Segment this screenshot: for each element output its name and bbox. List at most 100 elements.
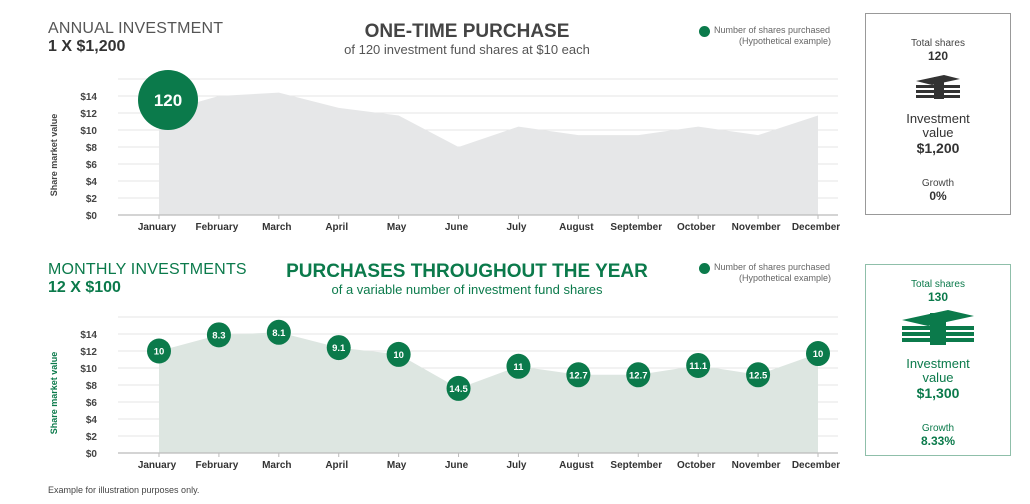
shares-marker-label: 12.7 [629, 370, 648, 381]
shares-marker [138, 70, 198, 130]
y-tick-label: $8 [86, 143, 98, 154]
investment-value-label-2: value [922, 370, 954, 385]
shares-marker [206, 322, 231, 348]
x-tick-label: August [559, 222, 594, 233]
investment-value: $1,200 [916, 140, 960, 156]
x-tick-label: October [677, 460, 715, 471]
shares-marker [147, 338, 171, 364]
x-tick-label: June [445, 222, 469, 233]
legend-label: Number of shares purchased [714, 25, 831, 35]
shares-marker [746, 362, 771, 388]
investment-value-label-1: Investment [906, 356, 970, 371]
top-section-heading: ANNUAL INVESTMENT 1 X $1,200 [48, 20, 223, 56]
shares-marker-label: 12.5 [749, 370, 768, 381]
x-tick-label: September [610, 222, 662, 233]
y-tick-label: $0 [86, 449, 98, 460]
bottom-section-title: MONTHLY INVESTMENTS [48, 261, 247, 278]
y-tick-label: $10 [80, 126, 97, 137]
y-tick-label: $4 [86, 415, 98, 426]
bottom-chart-subtitle: of a variable number of investment fund … [331, 282, 603, 297]
x-tick-label: June [445, 460, 469, 471]
growth-value: 0% [929, 189, 947, 203]
growth-label: Growth [921, 178, 955, 189]
total-shares-label: Total shares [911, 279, 965, 290]
legend-dot-icon [699, 263, 710, 274]
x-tick-label: May [387, 460, 407, 471]
shares-marker [626, 362, 651, 388]
shares-marker-label: 12.7 [569, 370, 588, 381]
shares-marker [686, 352, 711, 378]
shares-marker [506, 353, 531, 379]
y-tick-label: $2 [86, 194, 98, 205]
x-tick-label: September [610, 460, 662, 471]
y-tick-label: $2 [86, 432, 98, 443]
shares-marker [266, 319, 291, 345]
y-tick-label: $12 [80, 109, 97, 120]
legend-note: (Hypothetical example) [739, 36, 832, 46]
y-tick-label: $14 [80, 330, 97, 341]
shares-marker-label: 14.5 [449, 384, 468, 395]
shares-marker-label: 10 [813, 349, 824, 360]
y-tick-label: $10 [80, 364, 97, 375]
shares-marker-label: 10 [393, 350, 404, 361]
y-tick-label: $0 [86, 211, 98, 222]
bottom-section-heading: MONTHLY INVESTMENTS 12 X $100 [48, 261, 247, 297]
shares-marker-label: 11.1 [689, 361, 708, 372]
y-tick-label: $14 [80, 92, 97, 103]
footer-note: Example for illustration purposes only. [48, 485, 200, 495]
area-series [159, 92, 818, 215]
shares-marker [446, 375, 471, 401]
total-shares-value: 120 [927, 49, 949, 63]
x-tick-label: December [792, 222, 840, 233]
y-tick-label: $12 [80, 347, 97, 358]
investment-value-label-2: value [922, 125, 954, 140]
bottom-legend: Number of shares purchased (Hypothetical… [699, 262, 849, 286]
shares-marker-label: 8.3 [212, 330, 225, 341]
x-tick-label: July [506, 460, 526, 471]
area-series [159, 332, 818, 453]
x-tick-label: January [138, 222, 177, 233]
x-tick-label: March [262, 222, 291, 233]
bottom-summary-box: Total shares 130 Investment value $1,300… [865, 264, 1011, 456]
y-tick-label: $6 [86, 398, 98, 409]
y-tick-label: $4 [86, 177, 98, 188]
money-stack-icon [902, 310, 974, 345]
growth-label: Growth [921, 423, 955, 434]
investment-value-label-1: Investment [906, 111, 970, 126]
x-tick-label: February [196, 460, 239, 471]
shares-marker [386, 341, 411, 367]
y-axis-title: Share market value [49, 114, 59, 197]
shares-marker-label: 120 [154, 91, 182, 110]
x-tick-label: February [196, 222, 239, 233]
legend-dot-icon [699, 26, 710, 37]
bottom-chart-title: PURCHASES THROUGHOUT THE YEAR [286, 261, 648, 282]
top-section-subtitle: 1 X $1,200 [48, 38, 126, 55]
top-section-title: ANNUAL INVESTMENT [48, 20, 224, 37]
growth-value: 8.33% [920, 434, 956, 448]
x-tick-label: May [387, 222, 407, 233]
x-tick-label: October [677, 222, 715, 233]
top-legend: Number of shares purchased (Hypothetical… [699, 25, 849, 49]
x-tick-label: March [262, 460, 291, 471]
legend-note: (Hypothetical example) [739, 273, 832, 283]
bottom-section-subtitle: 12 X $100 [48, 279, 121, 296]
investment-value: $1,300 [916, 385, 960, 401]
money-stack-icon [916, 75, 960, 99]
shares-marker [326, 335, 351, 361]
shares-marker [566, 362, 591, 388]
x-tick-label: July [506, 222, 526, 233]
top-summary-box: Total shares 120 Investment value $1,200… [865, 13, 1011, 215]
x-tick-label: April [325, 222, 348, 233]
x-tick-label: April [325, 460, 348, 471]
x-tick-label: November [732, 222, 781, 233]
y-tick-label: $6 [86, 160, 98, 171]
x-tick-label: January [138, 460, 177, 471]
total-shares-value: 130 [927, 290, 949, 304]
shares-marker-label: 10 [154, 347, 165, 358]
y-tick-label: $8 [86, 381, 98, 392]
shares-marker-label: 9.1 [332, 343, 346, 354]
top-chart-title: ONE-TIME PURCHASE [364, 21, 570, 42]
total-shares-label: Total shares [911, 38, 965, 49]
y-axis-title: Share market value [49, 352, 59, 435]
